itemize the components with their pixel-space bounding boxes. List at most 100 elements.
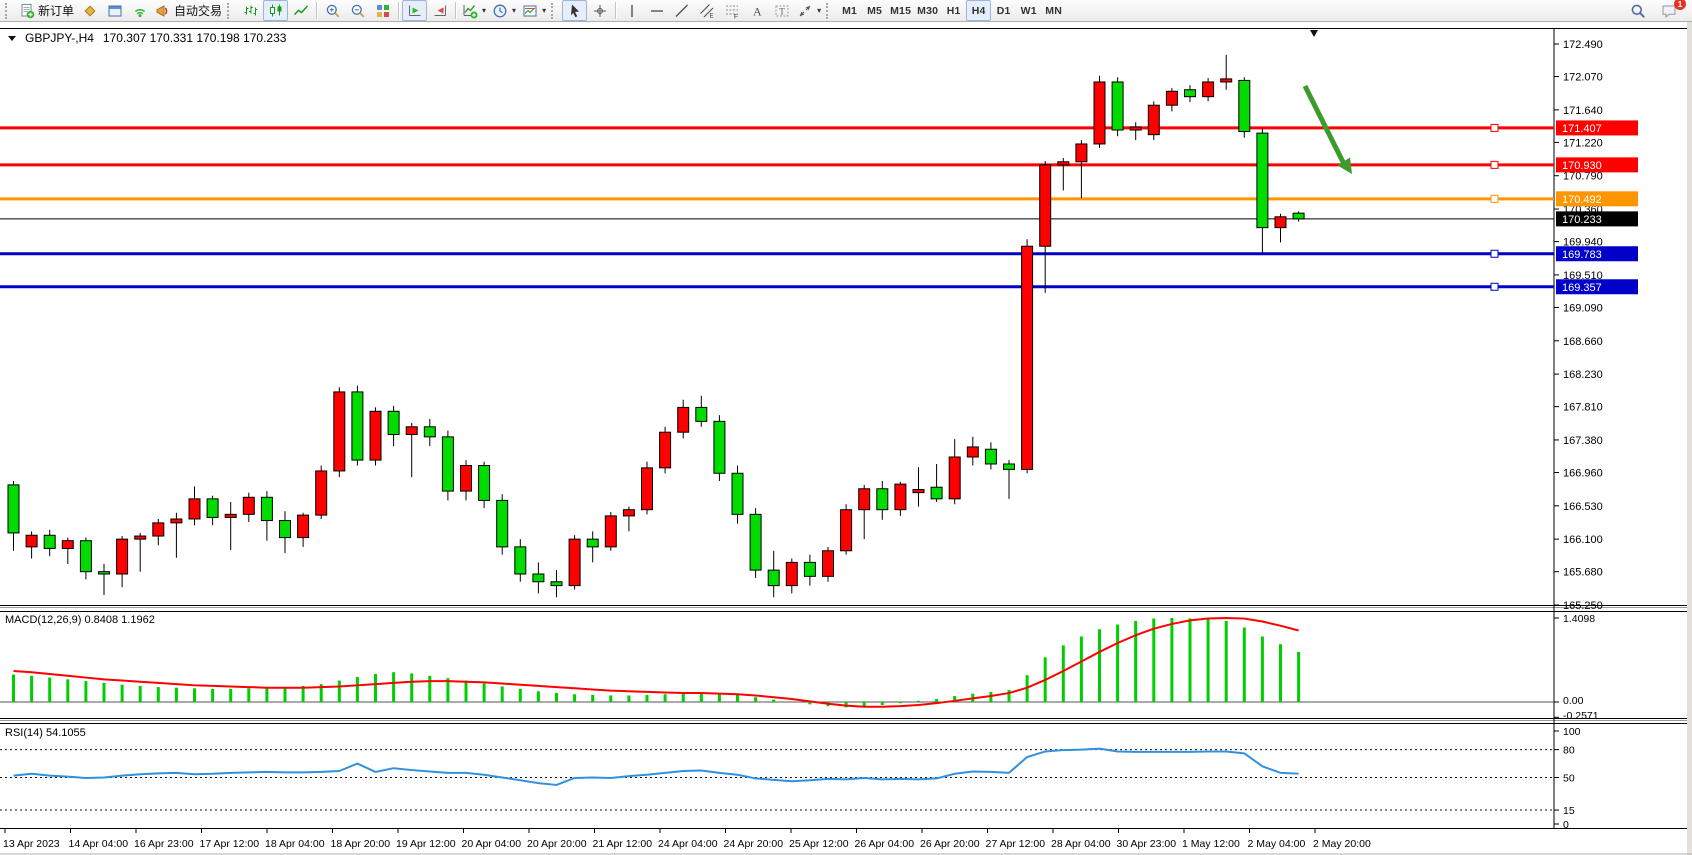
timeframe-h4[interactable]: H4: [966, 0, 992, 21]
periods-button[interactable]: ▾: [489, 0, 519, 21]
dropdown-arrow-icon[interactable]: ▾: [482, 6, 487, 15]
trend-arrow-annotation[interactable]: [1302, 84, 1349, 170]
candle-body: [79, 540, 92, 573]
trendline-button[interactable]: [669, 0, 694, 21]
candle-body: [98, 571, 110, 575]
svg-text:E: E: [709, 13, 713, 19]
timeframe-w1[interactable]: W1: [1016, 0, 1041, 21]
axis-label: 172.490: [1563, 39, 1603, 51]
chart-shift-button[interactable]: [427, 0, 452, 21]
trend-arrow-head[interactable]: [1337, 157, 1353, 175]
candle-body: [61, 540, 74, 549]
dropdown-arrow-icon[interactable]: ▾: [542, 6, 547, 15]
line-handle[interactable]: [1490, 160, 1499, 169]
candle-body: [460, 465, 472, 492]
autotrading-button[interactable]: 自动交易: [152, 0, 225, 21]
line-handle[interactable]: [1490, 249, 1499, 258]
candle-body: [912, 489, 925, 494]
timeframe-m15-label: M15: [890, 4, 912, 17]
candle-body: [840, 509, 853, 552]
candle-body: [948, 456, 961, 500]
equidistant-channel-button[interactable]: E: [694, 0, 719, 21]
line-handle[interactable]: [1490, 282, 1499, 291]
market-watch-button[interactable]: [77, 0, 102, 21]
candle-body: [677, 406, 690, 433]
date-label: 2 May 20:00: [1313, 838, 1371, 850]
bar-chart-button[interactable]: [238, 0, 263, 21]
cursor-button[interactable]: [562, 0, 588, 21]
candle-body: [1256, 132, 1269, 229]
rsi-pane: 100 80 50 15 0: [0, 726, 1581, 831]
timeframe-mn[interactable]: MN: [1041, 0, 1066, 21]
zoom-in-button[interactable]: [320, 0, 345, 21]
fibonacci-button[interactable]: F: [719, 0, 744, 21]
toolbar-grip[interactable]: [5, 2, 12, 19]
candle-body: [550, 581, 563, 587]
candle-body: [152, 522, 165, 537]
line-chart-button[interactable]: [288, 0, 313, 21]
candle-body: [532, 573, 545, 583]
macd-pane: 1.4098 0.00 -0.2571: [0, 613, 1599, 722]
annotations[interactable]: [1302, 30, 1353, 175]
svg-text:T: T: [779, 6, 785, 16]
timeframe-h1[interactable]: H1: [941, 0, 966, 21]
templates-button[interactable]: ▾: [519, 0, 549, 21]
candle-body: [1075, 143, 1088, 163]
indicators-button[interactable]: ▾: [459, 0, 489, 21]
candle-body: [767, 569, 780, 587]
top-triangle-marker[interactable]: [1310, 30, 1318, 37]
axis-label: 1.4098: [1563, 613, 1595, 625]
date-label: 1 May 12:00: [1182, 838, 1240, 850]
timeframe-d1[interactable]: D1: [991, 0, 1016, 21]
date-label: 26 Apr 04:00: [855, 838, 915, 850]
text-label-button[interactable]: T: [769, 0, 794, 21]
line-handle[interactable]: [1490, 194, 1499, 203]
date-label: 26 Apr 20:00: [920, 838, 980, 850]
timeframe-m15[interactable]: M15: [887, 0, 914, 21]
line-chart-icon: [293, 4, 308, 15]
timeframe-h1-label: H1: [946, 4, 961, 17]
candle-body: [478, 465, 491, 501]
symbol-period-label: GBPJPY-,H4: [25, 31, 94, 45]
timeframe-m30[interactable]: M30: [914, 0, 941, 21]
price-tag: [1556, 120, 1638, 136]
chart-canvas[interactable]: 172.490 172.070 171.640 171.220 170.790 170.3…: [0, 22, 1692, 855]
candle-body: [858, 488, 871, 511]
arrows-button[interactable]: ▾: [794, 0, 824, 21]
axis-label: 80: [1563, 745, 1575, 757]
dropdown-arrow-icon[interactable]: ▾: [512, 6, 517, 15]
new-order-button[interactable]: 新订单: [16, 0, 77, 21]
candle-body: [7, 484, 20, 534]
chat-button[interactable]: 1: [1656, 0, 1686, 21]
svg-text:A: A: [753, 4, 762, 18]
line-handle[interactable]: [1490, 123, 1499, 132]
candle-body: [785, 561, 798, 587]
signals-button[interactable]: [127, 0, 152, 21]
data-window-button[interactable]: [102, 0, 127, 21]
candlestick-button[interactable]: [263, 0, 289, 21]
axis-label: 0.00: [1563, 695, 1584, 707]
symbol-dropdown-icon[interactable]: [8, 35, 16, 41]
crosshair-button[interactable]: [587, 0, 612, 21]
zoom-out-button[interactable]: [345, 0, 370, 21]
toolbar-grip[interactable]: [551, 2, 558, 19]
timeframe-m1[interactable]: M1: [837, 0, 862, 21]
toolbar-grip[interactable]: [227, 2, 234, 19]
dropdown-arrow-icon[interactable]: ▾: [817, 6, 822, 15]
bar-chart-icon: [244, 5, 258, 15]
tile-windows-icon: [376, 4, 389, 17]
vertical-line-button[interactable]: [619, 0, 644, 21]
candle-body: [930, 486, 943, 500]
candle-body: [260, 496, 273, 522]
search-button[interactable]: [1625, 0, 1650, 21]
toolbar-separator: [398, 2, 400, 19]
timeframe-m5[interactable]: M5: [862, 0, 887, 21]
axis-label: 171.220: [1563, 137, 1603, 149]
horizontal-line-button[interactable]: [644, 0, 669, 21]
text-button[interactable]: A: [744, 0, 769, 21]
axis-label: 170.233: [1562, 214, 1602, 226]
toolbar-grip[interactable]: [826, 2, 833, 19]
tile-windows-button[interactable]: [370, 0, 395, 21]
auto-scroll-button[interactable]: [402, 0, 428, 21]
time-axis: 13 Apr 2023 14 Apr 04:00 16 Apr 23:00 17 Ap…: [3, 828, 1371, 850]
